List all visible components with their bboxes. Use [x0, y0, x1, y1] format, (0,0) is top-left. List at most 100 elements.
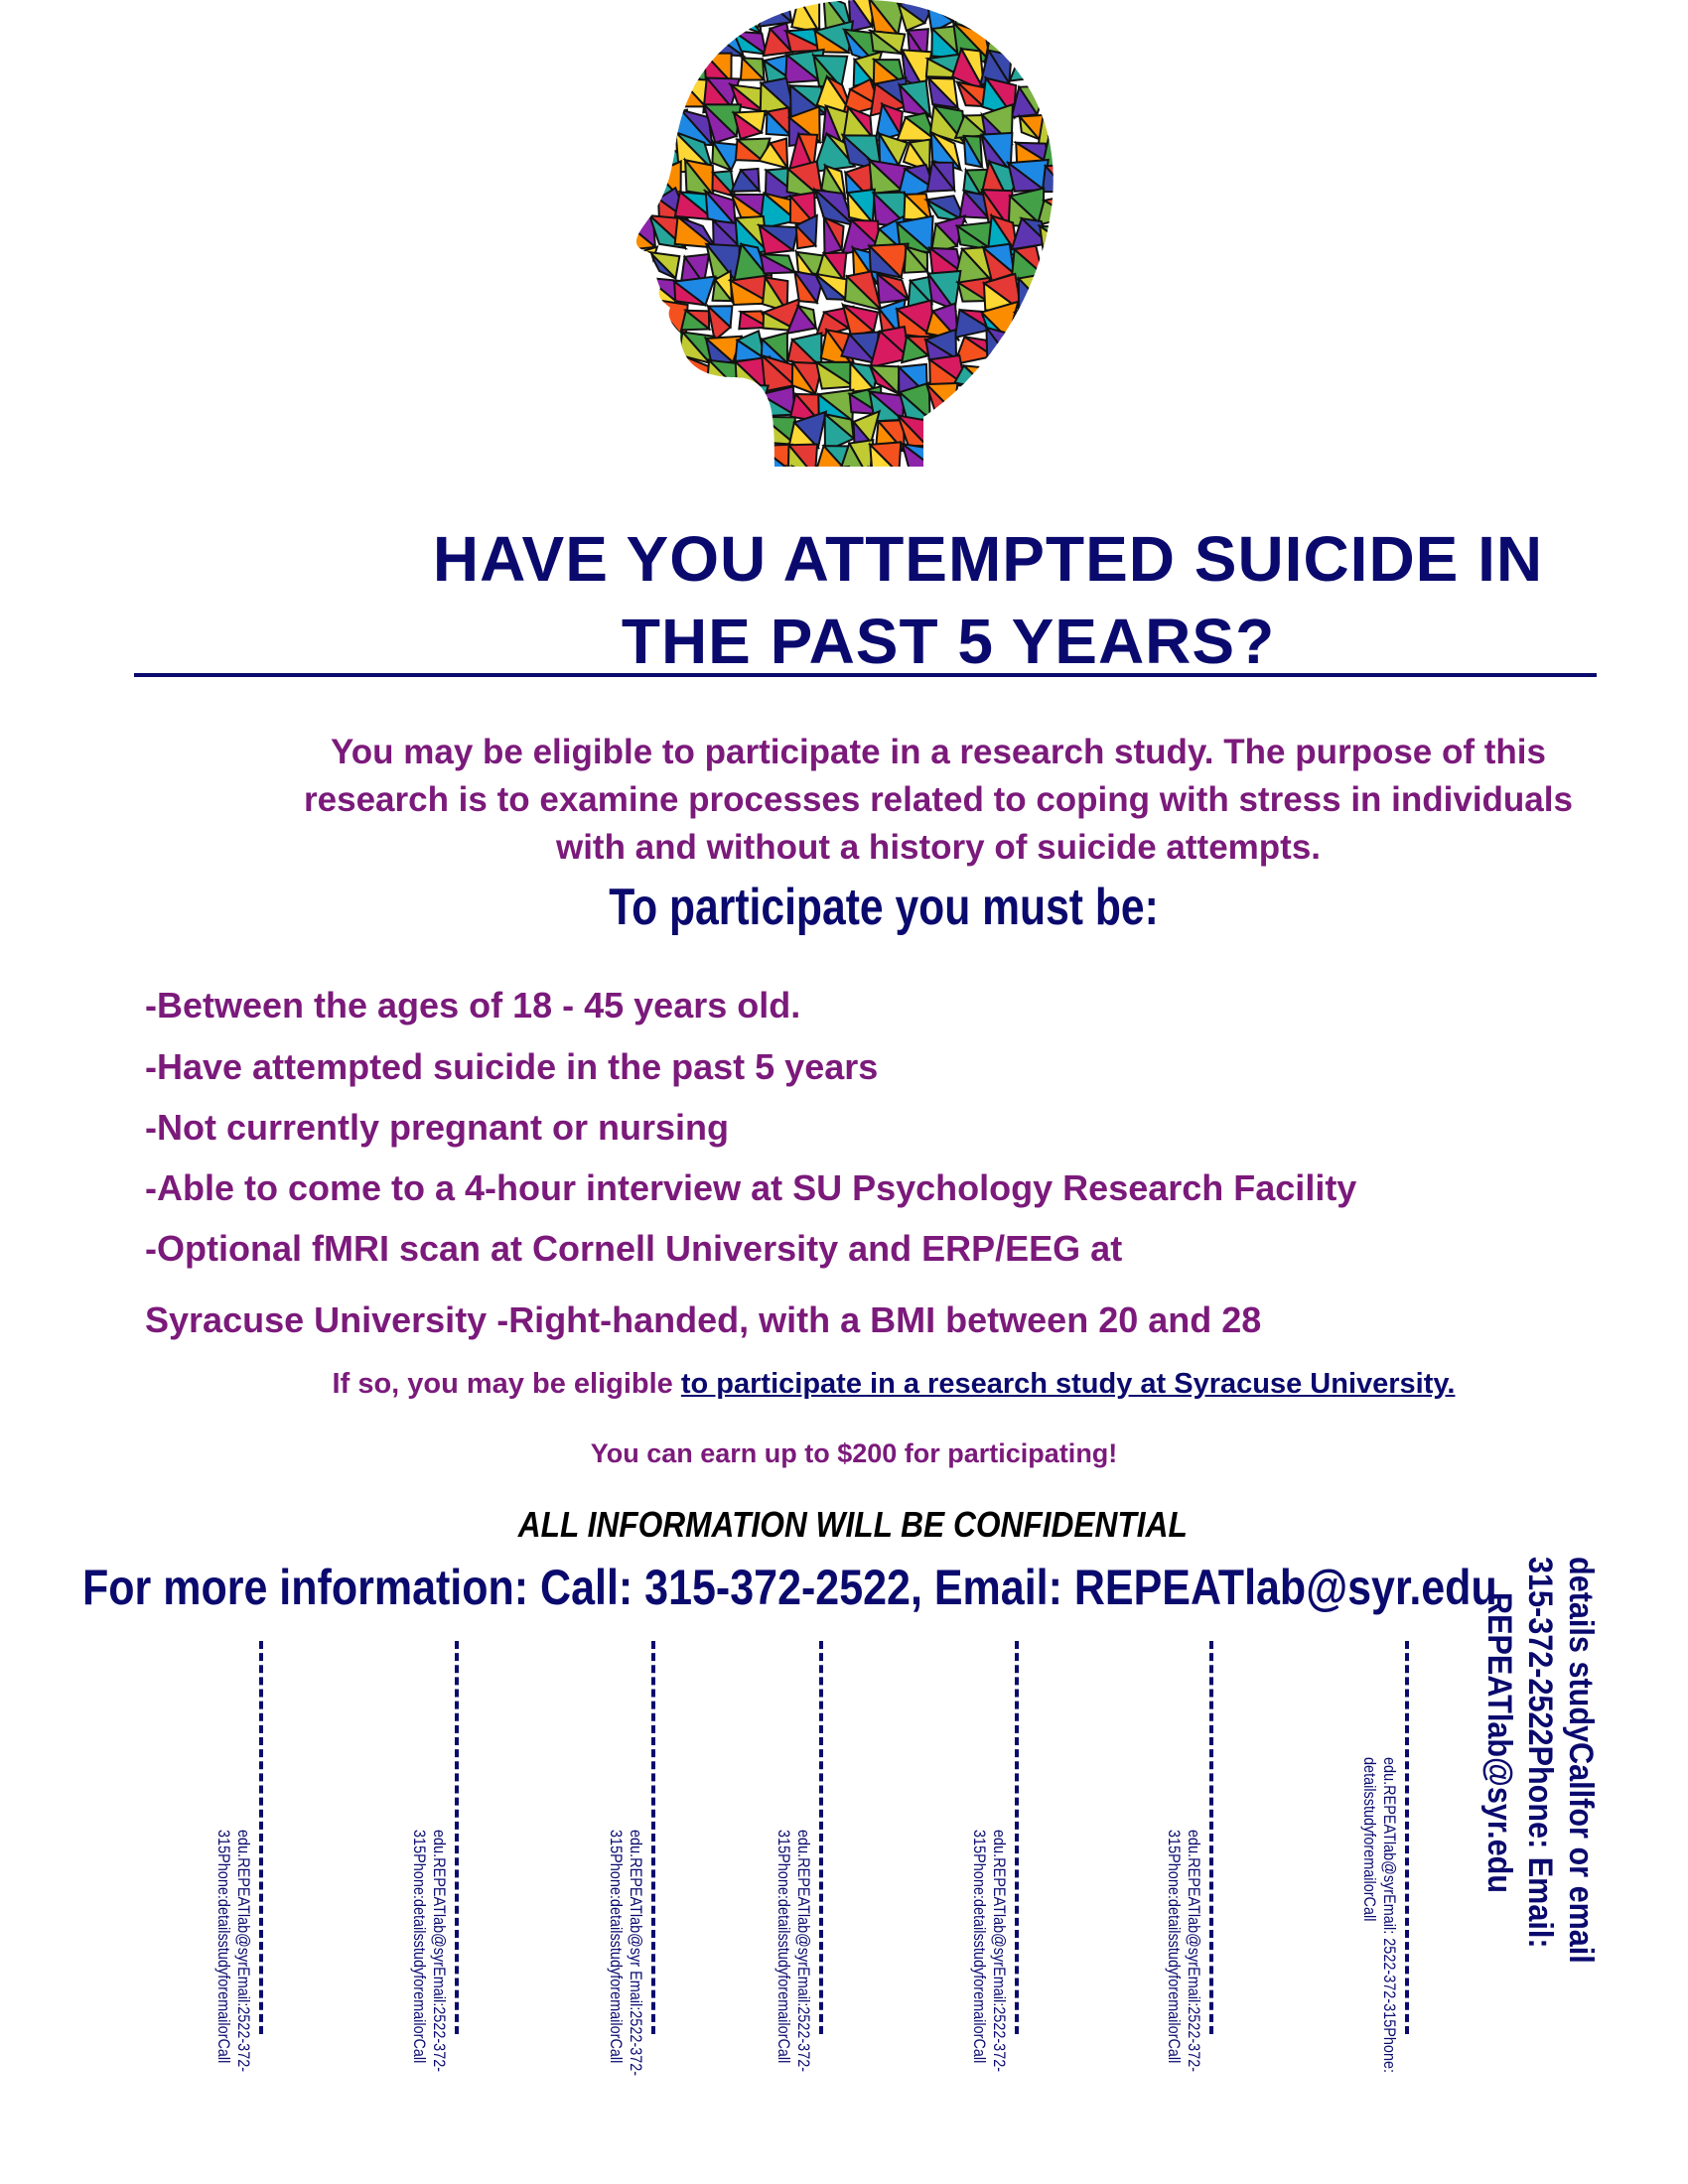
- tear-off-tab[interactable]: edu.REPEATlab@syrEmail:2522-372- 315Phone…: [774, 1830, 813, 2072]
- mosaic-tile: [734, 137, 766, 163]
- tab-line-2: 315Phone:detailsstudyforemailorCall: [774, 1830, 793, 2064]
- mosaic-tile: [733, 0, 765, 36]
- mosaic-tile: [635, 329, 651, 367]
- mosaic-tile: [962, 135, 985, 169]
- tear-line: [455, 1641, 459, 2034]
- mosaic-tile: [1043, 466, 1054, 467]
- requirement-item: -Have attempted suicide in the past 5 ye…: [145, 1046, 879, 1087]
- mosaic-tile: [654, 329, 686, 362]
- mosaic-tile: [785, 304, 818, 336]
- mosaic-tile: [954, 478, 989, 496]
- mosaic-tile: [868, 243, 905, 280]
- tear-off-tab[interactable]: edu.REPEATlab@syrEmail:2522-372- 315Phone…: [213, 1830, 253, 2072]
- mosaic-tile: [955, 442, 995, 467]
- mosaic-tile: [954, 408, 993, 451]
- mosaic-tile: [1067, 416, 1092, 445]
- mosaic-tile: [1041, 357, 1054, 395]
- requirement-item: -Able to come to a 4-hour interview at S…: [145, 1167, 1357, 1208]
- mosaic-tile: [649, 476, 681, 496]
- mosaic-tile: [956, 80, 986, 108]
- mosaic-tile: [1075, 219, 1092, 253]
- mosaic-tile: [635, 438, 659, 467]
- mosaic-tile: [1010, 468, 1049, 496]
- mosaic-tile: [645, 354, 685, 397]
- mosaic-tile: [1073, 441, 1092, 475]
- mosaic-tile: [1064, 25, 1092, 61]
- mosaic-tile: [935, 474, 964, 496]
- mosaic-tile: [1041, 58, 1054, 80]
- mosaic-tile: [1012, 334, 1044, 360]
- mosaic-tile: [730, 168, 762, 193]
- mosaic-tile: [766, 464, 787, 467]
- mosaic-tile: [1043, 163, 1054, 195]
- mosaic-tile: [1012, 335, 1041, 364]
- mosaic-tile: [702, 476, 732, 496]
- tear-off-tab[interactable]: edu.REPEATlab@syrEmail:2522-372- 315Phone…: [969, 1830, 1009, 2072]
- mosaic-tile: [635, 108, 659, 137]
- mosaic-tile: [648, 251, 677, 280]
- requirements-heading: To participate you must be:: [609, 879, 1159, 936]
- tear-off-tab[interactable]: edu.REPEATlab@syr Email:2522-372- 315Phon…: [606, 1830, 645, 2076]
- mosaic-tile: [822, 216, 844, 256]
- mosaic-tile: [1012, 384, 1049, 421]
- mosaic-tile: [1034, 0, 1054, 33]
- mosaic-tile: [1066, 133, 1092, 170]
- mosaic-tile: [635, 414, 658, 443]
- mosaic-tile: [1035, 440, 1054, 467]
- mosaic-tile: [869, 329, 913, 369]
- mosaic-tile: [699, 417, 744, 450]
- mosaic-tile: [635, 191, 654, 224]
- mosaic-tile: [656, 83, 685, 118]
- mosaic-tile: [990, 354, 1012, 393]
- tear-line: [651, 1641, 655, 2034]
- tab-line-1: edu.REPEATlab@syrEmail: 2522-372-315Phon…: [1380, 1757, 1399, 2074]
- mosaic-tile: [704, 449, 736, 467]
- headline-line-1: HAVE YOU ATTEMPTED SUICIDE IN: [432, 523, 1544, 595]
- mosaic-tile: [1070, 477, 1092, 496]
- tear-off-tab[interactable]: edu.REPEATlab@syrEmail:2522-372- 315Phone…: [1164, 1830, 1203, 2072]
- mosaic-tile: [652, 408, 687, 450]
- mosaic-tile: [653, 387, 680, 417]
- mosaic-tile: [673, 0, 717, 29]
- mosaic-tile: [1043, 86, 1054, 110]
- contact-info: For more information: Call: 315-372-2522…: [82, 1560, 1497, 1615]
- mosaic-tile: [1036, 199, 1054, 227]
- mosaic-tile: [765, 109, 793, 137]
- mosaic-tile: [1070, 0, 1092, 28]
- tab-line-2: detailsstudyforemailorCall: [1360, 1757, 1379, 1922]
- mosaic-tile: [979, 0, 1018, 25]
- tear-off-tab[interactable]: edu.REPEATlab@syrEmail: 2522-372-315Phon…: [1359, 1757, 1399, 2073]
- eligibility-link[interactable]: to participate in a research study at Sy…: [680, 1368, 1456, 1400]
- mosaic-tile: [729, 278, 774, 307]
- mosaic-tile: [673, 386, 715, 420]
- mosaic-tile: [730, 383, 759, 423]
- mosaic-tile: [1070, 0, 1092, 30]
- mosaic-tile: [1072, 341, 1092, 362]
- requirement-item: Syracuse University -Right-handed, with …: [145, 1299, 1262, 1340]
- mosaic-tile: [1041, 245, 1054, 285]
- mosaic-tile: [701, 387, 740, 421]
- mosaic-tile: [1040, 476, 1069, 496]
- mosaic-tile: [1041, 195, 1054, 219]
- tear-off-tab[interactable]: edu.REPEATlab@syrEmail:2522-372- 315Phone…: [409, 1830, 449, 2072]
- mosaic-tile: [1041, 163, 1054, 194]
- mosaic-head-image: [635, 0, 1092, 496]
- mosaic-tile: [953, 308, 995, 340]
- mosaic-tile: [635, 161, 659, 190]
- mosaic-tile: [985, 417, 1015, 450]
- mosaic-tile: [731, 28, 767, 56]
- mosaic-tile: [682, 28, 712, 66]
- mosaic-tile: [1009, 478, 1049, 496]
- tab-line-2: 315Phone:detailsstudyforemailorCall: [970, 1830, 989, 2064]
- mosaic-tile: [925, 476, 964, 496]
- mosaic-tile: [958, 189, 991, 219]
- mosaic-tile: [823, 411, 856, 454]
- mosaic-tile: [956, 0, 986, 29]
- mosaic-tile: [961, 409, 993, 443]
- mosaic-tile: [899, 477, 936, 496]
- mosaic-tile: [839, 441, 872, 467]
- headline-underline: [134, 673, 1597, 677]
- mosaic-tile: [812, 444, 854, 467]
- mosaic-tile: [1064, 478, 1092, 496]
- mosaic-tile: [739, 56, 767, 81]
